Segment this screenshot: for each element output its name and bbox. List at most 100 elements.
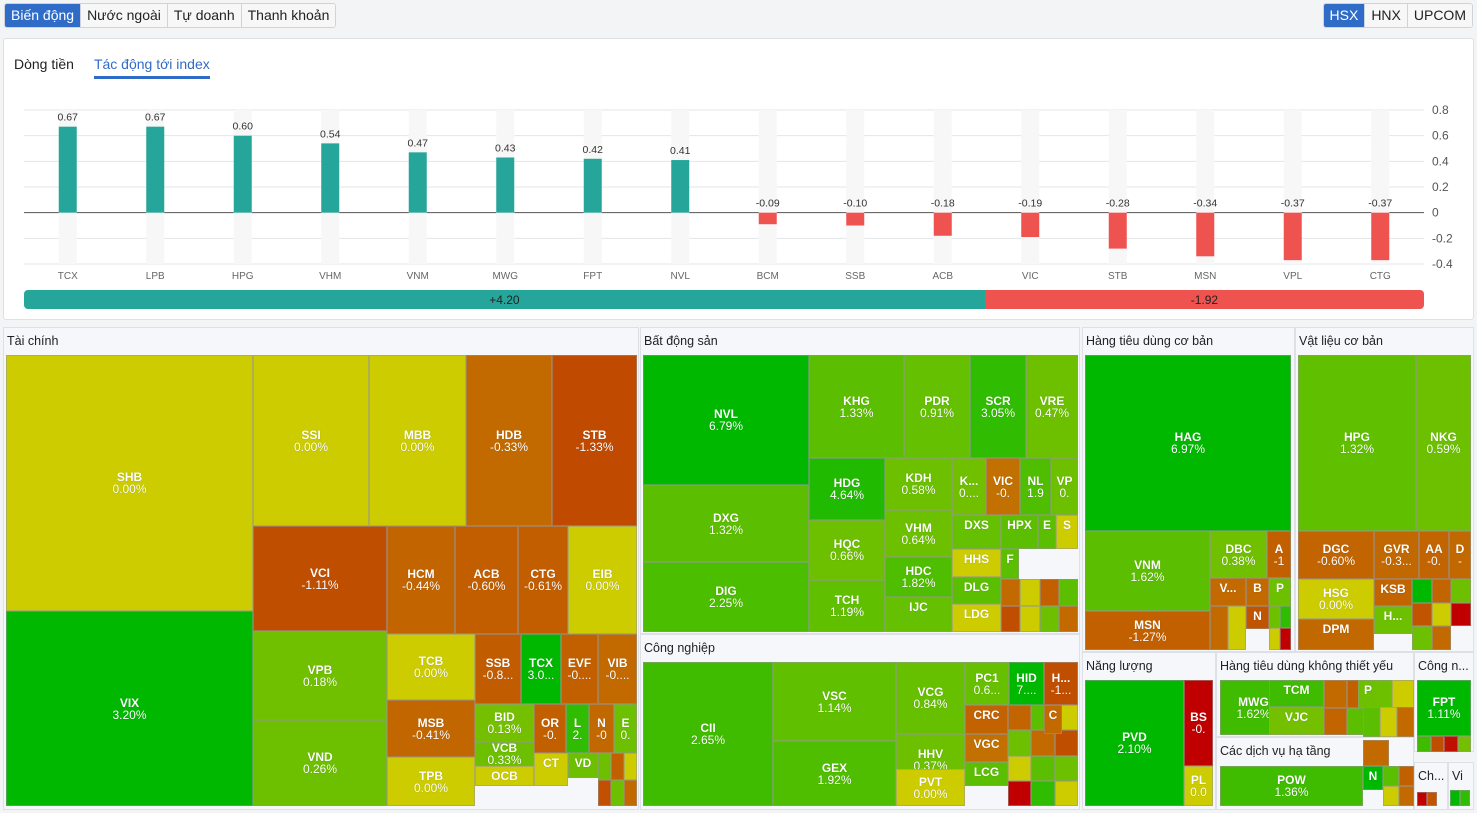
stock-tile-vgc[interactable]: VGC xyxy=(965,734,1008,762)
stock-tile-pdr[interactable]: PDR 0.91% xyxy=(904,355,970,458)
stock-tile-khg[interactable]: KHG 1.33% xyxy=(809,355,904,458)
stock-tile-ssb[interactable]: SSB -0.8... xyxy=(475,634,521,704)
stock-tile-small[interactable] xyxy=(624,753,637,780)
stock-tile-vci[interactable]: VCI -1.11% xyxy=(253,526,387,631)
stock-tile-vsc[interactable]: VSC 1.14% xyxy=(773,662,896,741)
tab-nuoc-ngoai[interactable]: Nước ngoài xyxy=(81,4,168,27)
stock-tile-small[interactable] xyxy=(1412,602,1432,627)
stock-tile-f[interactable]: F xyxy=(1001,549,1019,579)
stock-tile-vd[interactable]: VD xyxy=(568,753,598,778)
stock-tile-small[interactable] xyxy=(1001,579,1021,606)
tab-thanh-khoan[interactable]: Thanh khoản xyxy=(241,4,336,27)
stock-tile-small[interactable] xyxy=(1431,602,1452,627)
stock-tile-cii[interactable]: CII 2.65% xyxy=(643,662,773,806)
stock-tile-p[interactable]: P xyxy=(1269,578,1291,606)
stock-tile-small[interactable] xyxy=(1054,780,1078,806)
stock-tile-small[interactable] xyxy=(1324,680,1347,708)
stock-tile-vp[interactable]: VP 0. xyxy=(1051,458,1078,515)
stock-tile-tcm[interactable]: TCM xyxy=(1269,680,1324,707)
stock-tile-pvd[interactable]: PVD 2.10% xyxy=(1085,680,1184,806)
stock-tile-pow[interactable]: POW 1.36% xyxy=(1220,766,1363,806)
stock-tile-small[interactable] xyxy=(1412,626,1432,650)
stock-tile-small[interactable] xyxy=(1451,602,1471,627)
stock-tile-kdh[interactable]: KDH 0.58% xyxy=(885,458,952,510)
stock-tile-small[interactable] xyxy=(1397,707,1414,737)
stock-tile-evf[interactable]: EVF -0.... xyxy=(561,634,598,704)
stock-tile-or[interactable]: OR -0. xyxy=(534,704,566,753)
stock-tile-fpt[interactable]: FPT 1.11% xyxy=(1417,680,1471,736)
stock-tile-vic[interactable]: VIC -0. xyxy=(986,458,1020,515)
stock-tile-vhm[interactable]: VHM 0.64% xyxy=(885,510,952,557)
stock-tile-small[interactable] xyxy=(598,753,611,780)
stock-tile-vjc[interactable]: VJC xyxy=(1269,707,1324,735)
stock-tile-v[interactable]: V... xyxy=(1210,578,1246,606)
stock-tile-small[interactable] xyxy=(1210,606,1228,650)
tab-tu-doanh[interactable]: Tự doanh xyxy=(167,4,242,27)
stock-tile-hhs[interactable]: HHS xyxy=(952,549,1001,577)
stock-tile-dgc[interactable]: DGC -0.60% xyxy=(1298,531,1374,579)
stock-tile-dxg[interactable]: DXG 1.32% xyxy=(643,485,809,562)
stock-tile-eib[interactable]: EIB 0.00% xyxy=(568,526,637,634)
stock-tile-bid[interactable]: BID 0.13% xyxy=(475,704,534,742)
stock-tile-ctg[interactable]: CTG -0.61% xyxy=(518,526,568,634)
stock-tile-gvr[interactable]: GVR -0.3... xyxy=(1374,531,1419,579)
stock-tile-small[interactable] xyxy=(1008,730,1032,756)
tab-upcom[interactable]: UPCOM xyxy=(1407,4,1472,27)
stock-tile-small[interactable] xyxy=(1269,606,1280,628)
stock-tile-small[interactable] xyxy=(1054,755,1078,781)
stock-tile-hag[interactable]: HAG 6.97% xyxy=(1085,355,1291,531)
stock-tile-hpx[interactable]: HPX xyxy=(1001,515,1038,549)
stock-tile-small[interactable] xyxy=(1383,786,1399,806)
stock-tile-small[interactable] xyxy=(1431,626,1452,650)
stock-tile-pl[interactable]: PL 0.0 xyxy=(1184,766,1213,806)
tab-hnx[interactable]: HNX xyxy=(1365,4,1408,27)
stock-tile-small[interactable] xyxy=(1391,680,1414,708)
tab-dong-tien[interactable]: Dòng tiền xyxy=(14,56,74,72)
stock-tile-ksb[interactable]: KSB xyxy=(1374,579,1412,606)
stock-tile-gex[interactable]: GEX 1.92% xyxy=(773,741,896,806)
stock-tile-small[interactable] xyxy=(1031,730,1055,756)
stock-tile-small[interactable] xyxy=(1020,605,1040,632)
tab-tac-dong-toi-index[interactable]: Tác động tới index xyxy=(93,56,210,79)
stock-tile-small[interactable] xyxy=(1431,579,1452,603)
stock-tile-bs[interactable]: BS -0. xyxy=(1184,680,1213,766)
stock-tile-vnd[interactable]: VND 0.26% xyxy=(253,720,387,806)
stock-tile-h[interactable]: H... -1... xyxy=(1044,662,1078,705)
stock-tile-small[interactable] xyxy=(1039,579,1059,606)
stock-tile-ldg[interactable]: LDG xyxy=(952,604,1001,632)
stock-tile-small[interactable] xyxy=(1039,605,1059,632)
stock-tile-small[interactable] xyxy=(1031,780,1055,806)
stock-tile-d[interactable]: D- xyxy=(1449,531,1471,579)
stock-tile-e[interactable]: E 0. xyxy=(614,704,637,753)
stock-tile-small[interactable] xyxy=(1427,792,1437,806)
stock-tile-dlg[interactable]: DLG xyxy=(952,577,1001,604)
stock-tile-small[interactable] xyxy=(611,779,624,806)
stock-tile-small[interactable] xyxy=(1457,736,1471,752)
stock-tile-vcb[interactable]: VCB 0.33% xyxy=(475,742,534,766)
stock-tile-n[interactable]: N xyxy=(1363,766,1383,790)
stock-tile-small[interactable] xyxy=(1020,579,1040,606)
stock-tile-small[interactable] xyxy=(1412,579,1432,603)
stock-tile-pc1[interactable]: PC1 0.6... xyxy=(965,662,1009,705)
stock-tile-small[interactable] xyxy=(1324,707,1347,735)
stock-tile-ssi[interactable]: SSI 0.00% xyxy=(253,355,369,526)
stock-tile-hdg[interactable]: HDG 4.64% xyxy=(809,458,885,520)
stock-tile-hpg[interactable]: HPG 1.32% xyxy=(1298,355,1416,531)
stock-tile-e[interactable]: E xyxy=(1038,515,1056,549)
stock-tile-small[interactable] xyxy=(1451,579,1471,603)
stock-tile-a[interactable]: A -1 xyxy=(1267,531,1291,578)
tab-hsx[interactable]: HSX xyxy=(1323,4,1366,27)
stock-tile-small[interactable] xyxy=(624,779,637,806)
stock-tile-small[interactable] xyxy=(1058,579,1078,606)
stock-tile-small[interactable] xyxy=(1450,790,1460,806)
stock-tile-lcg[interactable]: LCG xyxy=(965,762,1008,786)
stock-tile-k[interactable]: K... 0.... xyxy=(952,458,986,515)
stock-tile-aa[interactable]: AA -0. xyxy=(1419,531,1449,579)
stock-tile-ijc[interactable]: IJC xyxy=(885,597,952,632)
stock-tile-vib[interactable]: VIB -0.... xyxy=(598,634,637,704)
stock-tile-p[interactable]: P xyxy=(1358,680,1378,708)
stock-tile-acb[interactable]: ACB -0.60% xyxy=(455,526,518,634)
stock-tile-vre[interactable]: VRE 0.47% xyxy=(1026,355,1078,458)
stock-tile-small[interactable] xyxy=(1380,707,1397,737)
stock-tile-small[interactable] xyxy=(1444,736,1458,752)
